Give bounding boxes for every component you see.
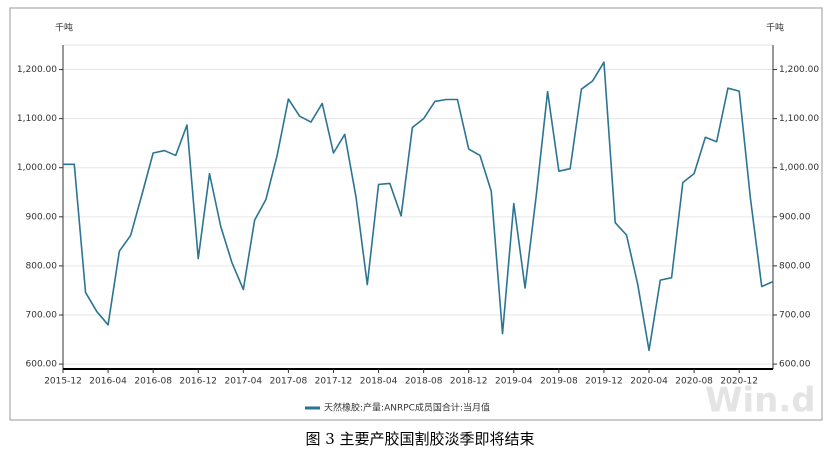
watermark: Win.d (705, 381, 816, 421)
x-tick-label: 2015-12 (44, 377, 82, 387)
x-tick-label: 2018-08 (405, 377, 443, 387)
x-tick-label: 2020-08 (675, 377, 713, 387)
series-line (63, 61, 774, 352)
legend-label: 天然橡胶:产量:ANRPC成员国合计:当月值 (324, 402, 490, 414)
frame (9, 7, 823, 421)
y2-tick-label: 1,100.00 (779, 114, 819, 124)
y-tick-label: 1,000.00 (17, 163, 57, 173)
x-tick-label: 2017-08 (270, 377, 308, 387)
y2-tick-label: 800.00 (779, 261, 811, 271)
y-tick-label: 1,100.00 (17, 114, 57, 124)
y2-unit: 千吨 (766, 22, 784, 34)
y2-tick-label: 700.00 (779, 311, 811, 321)
x-tick-label: 2016-12 (179, 377, 217, 387)
x-tick-label: 2019-08 (540, 377, 578, 387)
y2-tick-label: 600.00 (779, 360, 811, 370)
x-tick-label: 2016-04 (89, 377, 127, 387)
x-tick-label: 2018-04 (360, 377, 398, 387)
y2-tick-label: 1,000.00 (779, 163, 819, 173)
y-tick-label: 1,200.00 (17, 65, 57, 75)
y-tick-label: 700.00 (26, 311, 58, 321)
caption: 图 3 主要产胶国割胶淡季即将结束 (305, 430, 534, 448)
x-tick-label: 2020-04 (630, 377, 668, 387)
y-unit: 千吨 (55, 22, 73, 34)
x-tick-label: 2019-04 (495, 377, 533, 387)
x-tick-label: 2020-12 (720, 377, 758, 387)
x-tick-label: 2016-08 (134, 377, 172, 387)
x-tick-label: 2019-12 (585, 377, 623, 387)
y-tick-label: 900.00 (26, 212, 58, 222)
x-tick-label: 2017-04 (225, 377, 263, 387)
y2-tick-label: 1,200.00 (779, 65, 819, 75)
y2-tick-label: 900.00 (779, 212, 811, 222)
y-tick-label: 800.00 (26, 261, 58, 271)
x-tick-label: 2017-12 (315, 377, 353, 387)
x-tick-label: 2018-12 (450, 377, 488, 387)
y-tick-label: 600.00 (26, 360, 58, 370)
